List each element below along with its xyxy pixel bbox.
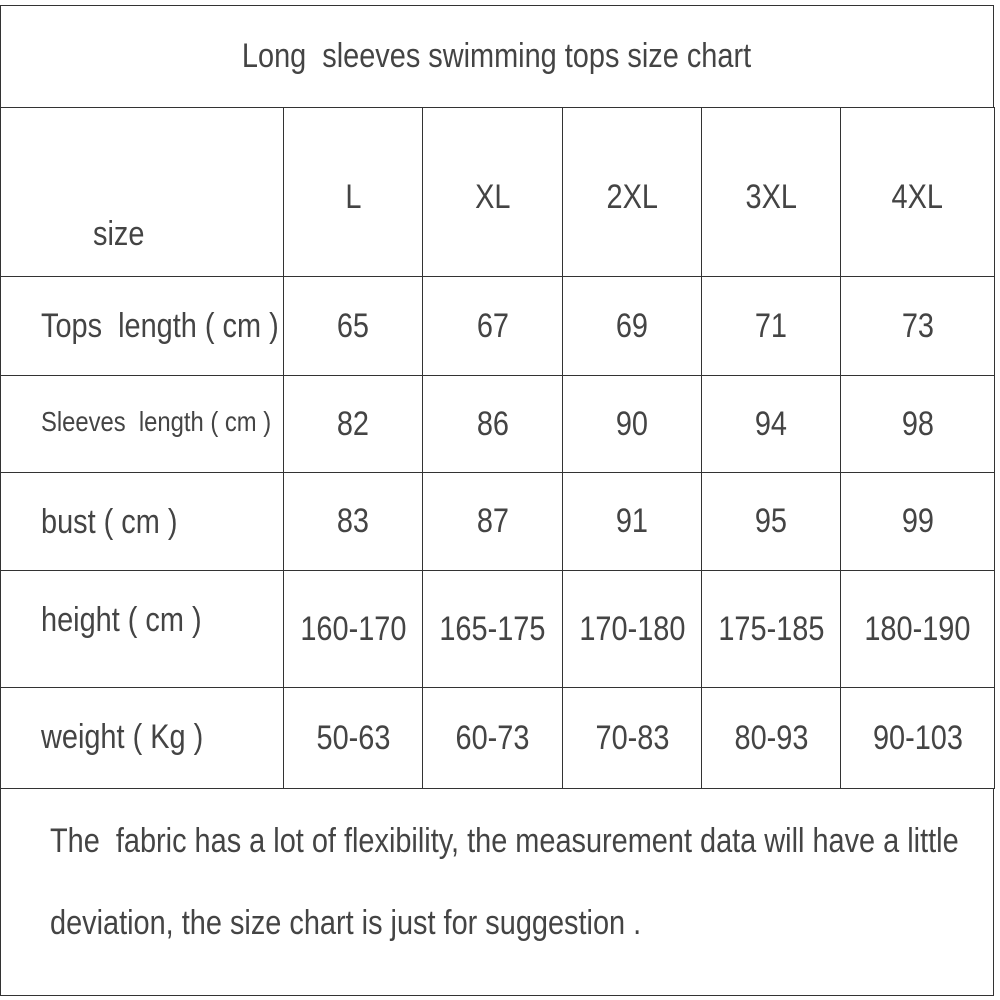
value-cell: 87 (422, 472, 563, 571)
value-cell-text: 69 (615, 306, 649, 345)
row-label-text: Tops length ( cm ) (41, 307, 279, 345)
title-cell-text: Long sleeves swimming tops size chart (242, 37, 752, 75)
value-cell-text: 60-73 (455, 718, 530, 757)
header-cell-text: L (344, 178, 362, 216)
value-cell: 91 (562, 472, 702, 571)
header-cell: 3XL (701, 107, 841, 277)
value-cell: 65 (283, 276, 423, 376)
header-cell-text: 2XL (606, 178, 658, 216)
value-cell-text: 65 (336, 306, 370, 345)
row-label-text: Sleeves length ( cm ) (41, 406, 272, 437)
header-cell: XL (422, 107, 563, 277)
value-cell-text: 82 (336, 404, 370, 443)
value-cell-text: 95 (754, 502, 788, 540)
row-label: Tops length ( cm ) (0, 276, 284, 376)
row-label-text: height ( cm ) (41, 601, 202, 639)
value-cell-text: 91 (615, 502, 649, 540)
value-cell-text: 86 (476, 404, 509, 443)
value-cell-text: 87 (476, 502, 509, 540)
header-cell-text: 4XL (891, 178, 944, 216)
value-cell: 165-175 (422, 570, 563, 688)
value-cell-text: 83 (336, 502, 370, 540)
value-cell: 82 (283, 375, 423, 473)
value-cell-text: 67 (476, 306, 509, 345)
header-cell: 2XL (562, 107, 702, 277)
value-cell-text: 98 (901, 404, 934, 443)
title-cell: Long sleeves swimming tops size chart (0, 5, 994, 108)
value-cell-text: 160-170 (299, 609, 407, 648)
value-cell: 60-73 (422, 687, 563, 789)
value-cell: 67 (422, 276, 563, 376)
header-cell-text: XL (474, 178, 511, 216)
value-cell: 175-185 (701, 570, 841, 688)
value-cell-text: 180-190 (864, 609, 971, 648)
value-cell: 180-190 (840, 570, 995, 688)
value-cell-text: 165-175 (439, 609, 546, 648)
value-cell: 170-180 (562, 570, 702, 688)
value-cell: 50-63 (283, 687, 423, 789)
note-cell (0, 788, 994, 996)
value-cell: 73 (840, 276, 995, 376)
value-cell-text: 90-103 (872, 718, 963, 757)
row-label-text: bust ( cm ) (41, 503, 178, 541)
header-cell-text: 3XL (745, 178, 797, 216)
value-cell-text: 80-93 (734, 718, 808, 757)
header-cell: L (283, 107, 423, 277)
value-cell-text: 90 (615, 404, 649, 443)
value-cell-text: 70-83 (595, 718, 669, 757)
note-line: The fabric has a lot of flexibility, the… (50, 822, 959, 860)
row-label: Sleeves length ( cm ) (0, 375, 284, 473)
row-label: bust ( cm ) (0, 472, 284, 571)
value-cell: 90-103 (840, 687, 995, 789)
value-cell-text: 71 (754, 306, 788, 345)
value-cell: 160-170 (283, 570, 423, 688)
value-cell-text: 94 (754, 404, 788, 443)
value-cell-text: 73 (901, 306, 934, 345)
value-cell: 95 (701, 472, 841, 571)
header-cell-text: size (93, 215, 145, 253)
value-cell: 69 (562, 276, 702, 376)
header-cell: size (0, 107, 284, 277)
value-cell: 90 (562, 375, 702, 473)
row-label: height ( cm ) (0, 570, 284, 688)
value-cell-text: 99 (901, 502, 934, 540)
value-cell: 99 (840, 472, 995, 571)
row-label: weight ( Kg ) (0, 687, 284, 789)
value-cell: 71 (701, 276, 841, 376)
row-label-text: weight ( Kg ) (41, 718, 204, 756)
value-cell-text: 170-180 (578, 609, 686, 648)
value-cell: 83 (283, 472, 423, 571)
value-cell: 98 (840, 375, 995, 473)
value-cell: 80-93 (701, 687, 841, 789)
value-cell: 86 (422, 375, 563, 473)
note-line: deviation, the size chart is just for su… (50, 904, 642, 942)
header-cell: 4XL (840, 107, 995, 277)
value-cell: 94 (701, 375, 841, 473)
value-cell: 70-83 (562, 687, 702, 789)
value-cell-text: 175-185 (717, 609, 825, 648)
value-cell-text: 50-63 (316, 718, 390, 757)
